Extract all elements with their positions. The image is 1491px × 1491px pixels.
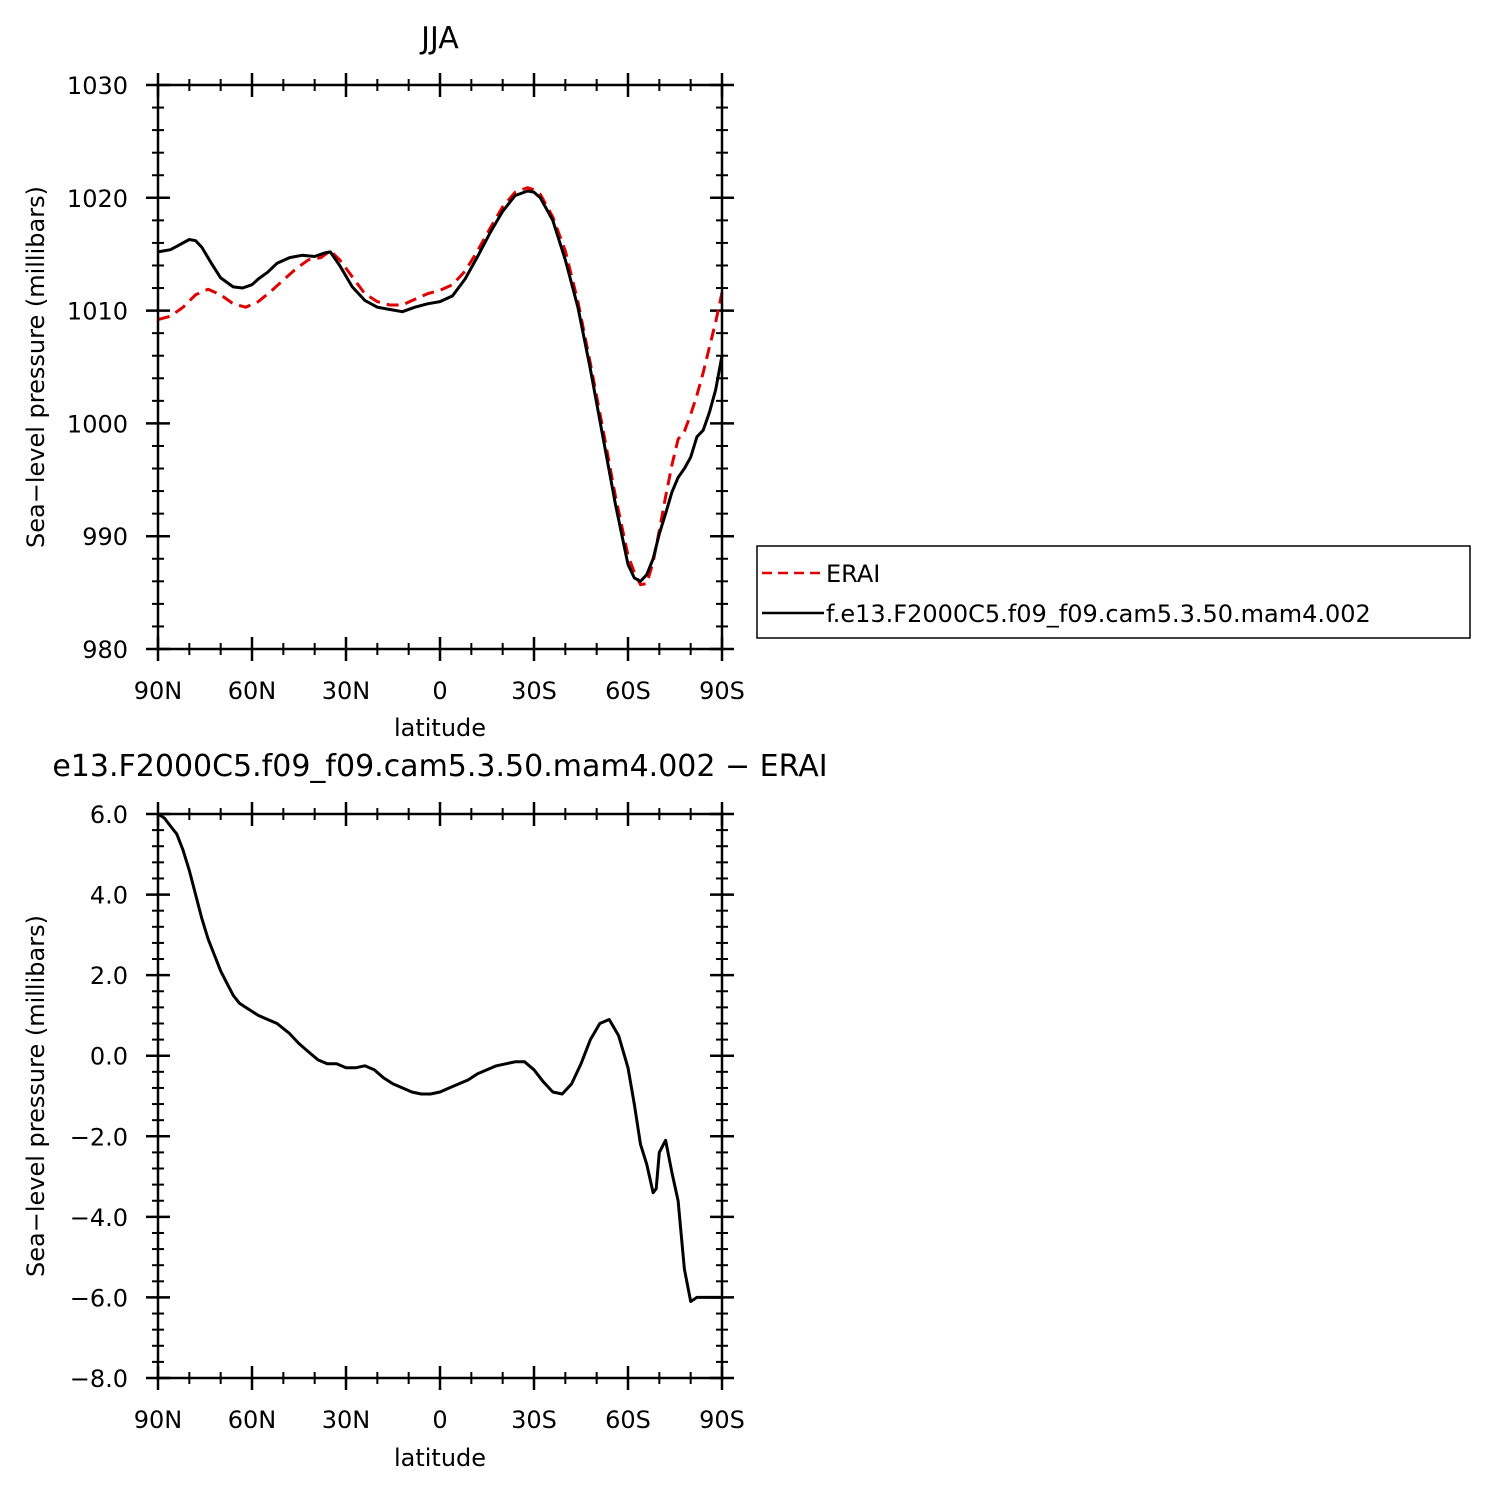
bottom-y-tick-label: 6.0: [90, 801, 128, 829]
top-x-tick-label: 60N: [228, 677, 277, 705]
bottom-chart-ticks: 90N 60N 30N 0 30S 60S 90S −8.0 −6.0 −4.0 −2.0 0.0 2.…: [70, 801, 745, 1434]
bottom-series-line-model: [157, 812, 722, 1303]
bottom-x-tick-label: 60S: [605, 1406, 651, 1434]
top-series-line-erai: [157, 186, 724, 587]
bottom-x-tick-label: 90S: [699, 1406, 745, 1434]
bottom-y-tick-label: 4.0: [90, 882, 128, 910]
bottom-y-tick-label: −6.0: [70, 1284, 128, 1312]
bottom-y-tick-label: −2.0: [70, 1123, 128, 1151]
top-y-tick-label: 990: [82, 523, 128, 551]
bottom-plot-frame: [156, 812, 724, 1380]
top-x-tick-label: 60S: [605, 677, 651, 705]
top-y-axis-label: Sea−level pressure (millibars): [22, 186, 50, 548]
bottom-x-tick-label: 30N: [322, 1406, 371, 1434]
top-series-line-model: [157, 189, 724, 583]
legend-label-model: f.e13.F2000C5.f09_f09.cam5.3.50.mam4.002: [826, 600, 1371, 628]
bottom-x-tick-label: 0: [432, 1406, 447, 1434]
bottom-y-axis-label: Sea−level pressure (millibars): [22, 915, 50, 1277]
bottom-x-tick-label: 60N: [228, 1406, 277, 1434]
bottom-x-tick-label: 90N: [134, 1406, 183, 1434]
top-y-tick-label: 1030: [67, 72, 128, 100]
top-y-tick-label: 1000: [67, 410, 128, 438]
bottom-chart-title: e13.F2000C5.f09_f09.cam5.3.50.mam4.002 −…: [52, 749, 827, 784]
bottom-x-tick-label: 30S: [511, 1406, 557, 1434]
bottom-y-tick-label: 2.0: [90, 962, 128, 990]
top-chart-ticks: 90N 60N 30N 0 30S 60S 90S 980 990 1000 1010 1020 103…: [67, 72, 745, 705]
top-x-tick-label: 90N: [134, 677, 183, 705]
top-x-tick-label: 30S: [511, 677, 557, 705]
legend-box: [756, 545, 1471, 639]
legend-label-erai: ERAI: [826, 560, 880, 588]
bottom-y-tick-label: 0.0: [90, 1043, 128, 1071]
top-x-axis-label: latitude: [394, 714, 486, 742]
top-chart-panel: JJA 90N 60N 30N 0 30S 60S 90S 980 990 1000 1010 102…: [22, 21, 745, 742]
top-x-tick-label: 90S: [699, 677, 745, 705]
bottom-y-tick-label: −4.0: [70, 1204, 128, 1232]
top-plot-frame: [156, 83, 724, 651]
top-x-tick-label: 30N: [322, 677, 371, 705]
top-chart-title: JJA: [419, 21, 459, 56]
top-y-tick-label: 1010: [67, 298, 128, 326]
top-y-tick-label: 1020: [67, 185, 128, 213]
bottom-chart-series: [157, 812, 722, 1303]
bottom-x-axis-label: latitude: [394, 1444, 486, 1472]
top-y-tick-label: 980: [82, 636, 128, 664]
bottom-y-tick-label: −8.0: [70, 1365, 128, 1393]
top-chart-series: [157, 186, 724, 587]
legend: ERAI f.e13.F2000C5.f09_f09.cam5.3.50.mam…: [756, 545, 1471, 639]
bottom-chart-panel: e13.F2000C5.f09_f09.cam5.3.50.mam4.002 −…: [22, 749, 828, 1472]
top-x-tick-label: 0: [432, 677, 447, 705]
